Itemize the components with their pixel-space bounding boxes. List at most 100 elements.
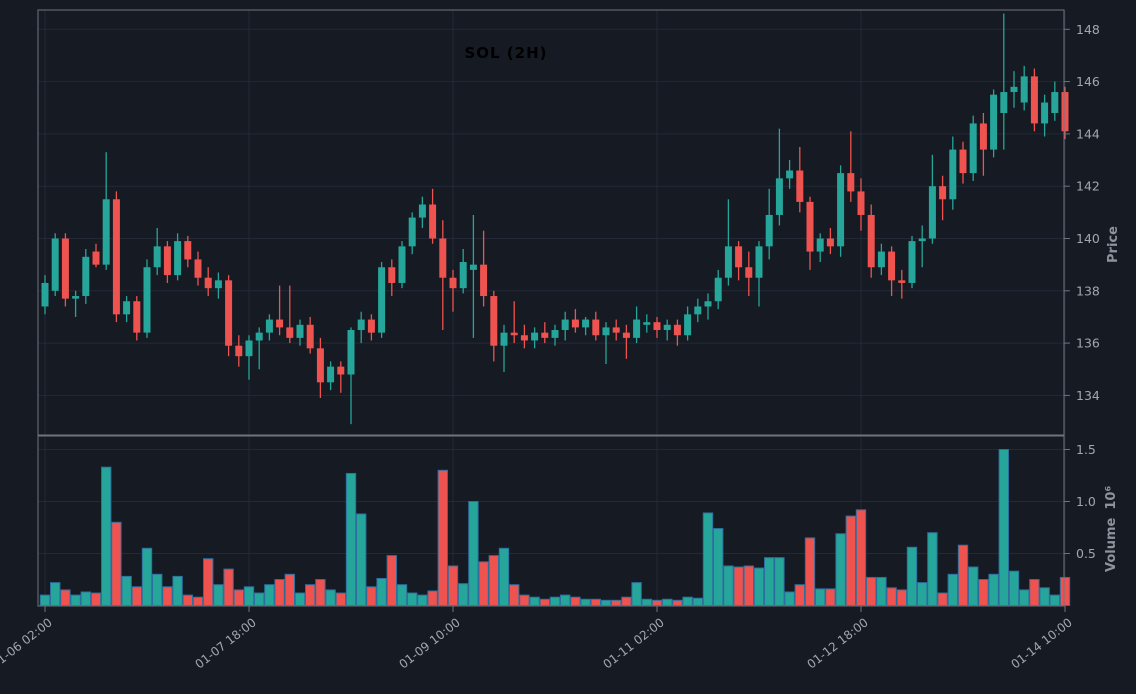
candle-body xyxy=(469,264,477,270)
volume-bar xyxy=(152,573,163,606)
volume-bar xyxy=(1029,579,1040,606)
candle-body xyxy=(265,319,273,333)
volume-bar xyxy=(366,586,377,607)
candle xyxy=(92,243,100,268)
candle xyxy=(541,322,549,344)
candle-body xyxy=(561,319,569,331)
volume-bar xyxy=(111,521,122,606)
candle-body xyxy=(918,238,926,242)
volume-bar xyxy=(978,579,989,606)
candle xyxy=(61,233,69,307)
candle-body xyxy=(276,319,284,328)
candle-body xyxy=(490,296,498,346)
volume-bar xyxy=(937,592,948,607)
candle-body xyxy=(510,332,518,336)
candle xyxy=(673,319,681,346)
candle-body xyxy=(684,314,692,336)
volume-bar xyxy=(121,575,132,607)
candle xyxy=(918,225,926,268)
volume-bar xyxy=(611,599,622,606)
candle xyxy=(847,131,855,202)
volume-bar xyxy=(213,584,224,607)
volume-bar xyxy=(478,561,489,607)
candle-body xyxy=(898,280,906,283)
volume-bar xyxy=(947,573,958,606)
volume-bar xyxy=(182,594,194,606)
volume-bar xyxy=(437,469,449,606)
volume-bar xyxy=(1008,570,1020,606)
volume-bar xyxy=(294,592,306,607)
volume-axis-label: Volume 10⁶ xyxy=(1104,486,1119,572)
candle-body xyxy=(775,178,783,215)
volume-bar xyxy=(621,596,632,606)
volume-bar xyxy=(672,599,683,606)
candle-body xyxy=(61,238,69,299)
candle xyxy=(82,248,90,304)
candle-body xyxy=(378,267,386,333)
candle-body xyxy=(959,149,967,174)
candle-body xyxy=(867,214,875,268)
volume-bar xyxy=(815,588,826,606)
volume-bar xyxy=(233,589,245,607)
volume-tick-label: 1.5 xyxy=(1076,442,1096,457)
volume-bar xyxy=(325,589,336,607)
volume-bar xyxy=(80,591,91,606)
candle-body xyxy=(367,319,375,333)
price-tick-label: 144 xyxy=(1076,126,1100,141)
candle-body xyxy=(592,319,600,336)
candle-body xyxy=(612,327,620,333)
candle xyxy=(765,188,773,260)
volume-bar xyxy=(692,597,703,606)
candle-body xyxy=(806,201,814,252)
candle xyxy=(582,316,590,336)
volume-bar xyxy=(141,547,153,606)
candle xyxy=(735,241,743,281)
candle-body xyxy=(1030,76,1038,124)
candle xyxy=(643,314,651,333)
volume-bar xyxy=(988,573,999,606)
candle-body xyxy=(602,327,610,336)
candle xyxy=(112,191,120,323)
candle-body xyxy=(347,330,355,375)
candle xyxy=(857,178,865,231)
candle-body xyxy=(123,301,131,315)
volume-bar xyxy=(764,557,775,606)
volume-bar xyxy=(774,557,785,606)
candle-body xyxy=(694,306,702,315)
volume-bar xyxy=(753,567,765,606)
volume-bar xyxy=(794,584,805,607)
volume-bar xyxy=(876,576,887,606)
volume-bar xyxy=(549,596,561,606)
candle-body xyxy=(204,277,212,289)
candle-body xyxy=(786,170,794,179)
chart-title: SOL (2H) xyxy=(464,44,548,62)
price-tick-label: 148 xyxy=(1076,22,1100,37)
candle-body xyxy=(633,319,641,338)
candle xyxy=(531,327,539,349)
volume-bar xyxy=(468,501,479,606)
candle-body xyxy=(765,214,773,247)
candle xyxy=(755,241,763,307)
candle-body xyxy=(837,173,845,247)
candle-body xyxy=(255,332,263,341)
candle xyxy=(571,309,579,333)
volume-axis-label-text: Volume xyxy=(1104,517,1119,572)
candle xyxy=(908,235,916,289)
volume-bar xyxy=(631,582,642,606)
candle-body xyxy=(153,246,161,268)
candle-body xyxy=(337,366,345,375)
candle xyxy=(123,296,131,323)
candle xyxy=(480,230,488,307)
candle-body xyxy=(480,264,488,297)
candle xyxy=(306,316,314,354)
volume-panel xyxy=(39,449,1071,607)
candle-body xyxy=(214,280,222,289)
price-panel-border xyxy=(37,9,1065,436)
volume-bar xyxy=(345,472,357,607)
volume-bar xyxy=(927,532,938,607)
candle xyxy=(204,267,212,297)
candle-body xyxy=(163,246,171,276)
candle xyxy=(959,141,967,184)
volume-bar xyxy=(427,590,438,607)
